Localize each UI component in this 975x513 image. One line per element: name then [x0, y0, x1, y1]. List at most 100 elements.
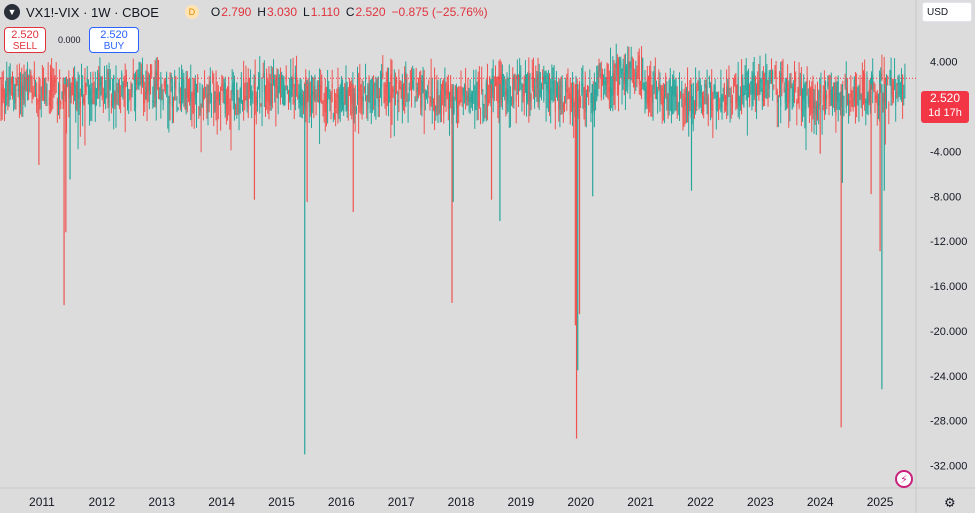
candle-body: [308, 82, 310, 106]
candle-body: [680, 92, 682, 97]
candle-body: [3, 102, 5, 104]
candle-body: [650, 71, 652, 97]
candle-body: [250, 86, 252, 95]
candle-body: [239, 88, 241, 103]
candle-body: [606, 65, 608, 79]
candle-body: [484, 95, 486, 99]
candle-body: [175, 76, 177, 90]
candle-body: [805, 95, 807, 107]
candle-body: [587, 91, 588, 93]
y-tick-label: -24.000: [930, 371, 967, 383]
candle-body: [882, 97, 884, 101]
candle-body: [490, 80, 492, 90]
candle-body: [714, 84, 716, 94]
y-tick-label: 4.000: [930, 57, 958, 69]
candle-body: [881, 72, 883, 77]
lightning-icon[interactable]: ⚡: [895, 470, 913, 488]
high-key: H: [257, 5, 266, 19]
symbol-title[interactable]: VX1!-VIX · 1W · CBOE: [26, 4, 159, 20]
candle-body: [811, 86, 813, 114]
candle-body: [228, 87, 230, 100]
candle-body: [731, 96, 733, 108]
candle-body: [28, 74, 30, 95]
candle-body: [319, 78, 321, 108]
candle-body: [787, 82, 789, 91]
candle-body: [649, 74, 651, 105]
candle-body: [242, 103, 243, 105]
candle-body: [2, 84, 4, 100]
candle-body: [137, 82, 139, 85]
buy-button[interactable]: 2.520 BUY: [89, 27, 139, 53]
candle-body: [215, 81, 217, 110]
candle-body: [541, 83, 542, 86]
candle-body: [818, 103, 820, 107]
candle-body: [432, 101, 434, 103]
candle-body: [314, 85, 316, 89]
candle-body: [549, 89, 551, 111]
candle-body: [800, 81, 802, 112]
candle-body: [496, 77, 498, 86]
candle-body: [513, 75, 515, 90]
candle-body: [118, 83, 120, 103]
candle-body: [753, 72, 755, 95]
candle-body: [611, 87, 613, 97]
candle-body: [129, 94, 131, 96]
candle-body: [408, 87, 410, 91]
candle-body: [459, 99, 461, 104]
candle-body: [139, 74, 141, 76]
candle-body: [788, 87, 790, 104]
candle-body: [843, 111, 845, 113]
candle-body: [225, 95, 227, 109]
candle-body: [716, 94, 718, 102]
data-delay-badge[interactable]: D: [184, 5, 199, 19]
candle-body: [217, 92, 219, 101]
sell-button[interactable]: 2.520 SELL: [4, 27, 46, 53]
candle-body: [710, 97, 712, 110]
candle-body: [263, 72, 265, 92]
candle-body: [292, 73, 294, 88]
candle-body: [436, 88, 438, 109]
candle-body: [508, 77, 510, 79]
candle-body: [761, 88, 763, 101]
candle-body: [330, 95, 332, 102]
settings-gear-icon[interactable]: ⚙: [944, 495, 956, 510]
candle-body: [181, 81, 183, 106]
candle-body: [564, 101, 565, 107]
candle-body: [189, 81, 191, 105]
candle-body: [633, 70, 634, 74]
candle-body: [622, 64, 624, 71]
candle-body: [133, 91, 135, 93]
candle-body: [756, 88, 758, 105]
candle-body: [93, 90, 95, 92]
candle-body: [463, 86, 465, 90]
candle-body: [370, 80, 372, 82]
candle-body: [831, 94, 833, 107]
candle-body: [247, 79, 249, 109]
candle-body: [465, 85, 467, 97]
candle-body: [544, 76, 546, 80]
candle-body: [158, 73, 160, 81]
x-tick-label: 2011: [29, 495, 55, 509]
candle-body: [439, 90, 441, 114]
candle-body: [202, 92, 204, 101]
candle-body: [135, 73, 137, 108]
candle-body: [682, 110, 684, 114]
candle-body: [331, 84, 333, 88]
currency-selector[interactable]: USD: [922, 2, 972, 22]
candle-body: [741, 76, 743, 105]
candle-body: [560, 94, 562, 104]
candle-body: [275, 78, 277, 88]
candle-body: [20, 83, 22, 107]
candle-body: [660, 86, 662, 97]
candle-body: [529, 77, 531, 97]
candle-body: [274, 79, 276, 88]
candle-body: [155, 70, 157, 105]
candle-body: [697, 86, 699, 88]
candle-body: [447, 84, 449, 110]
candle-body: [643, 83, 645, 90]
candle-body: [889, 77, 891, 82]
candle-body: [366, 95, 368, 100]
candle-body: [698, 81, 700, 107]
candle-body: [689, 96, 691, 102]
